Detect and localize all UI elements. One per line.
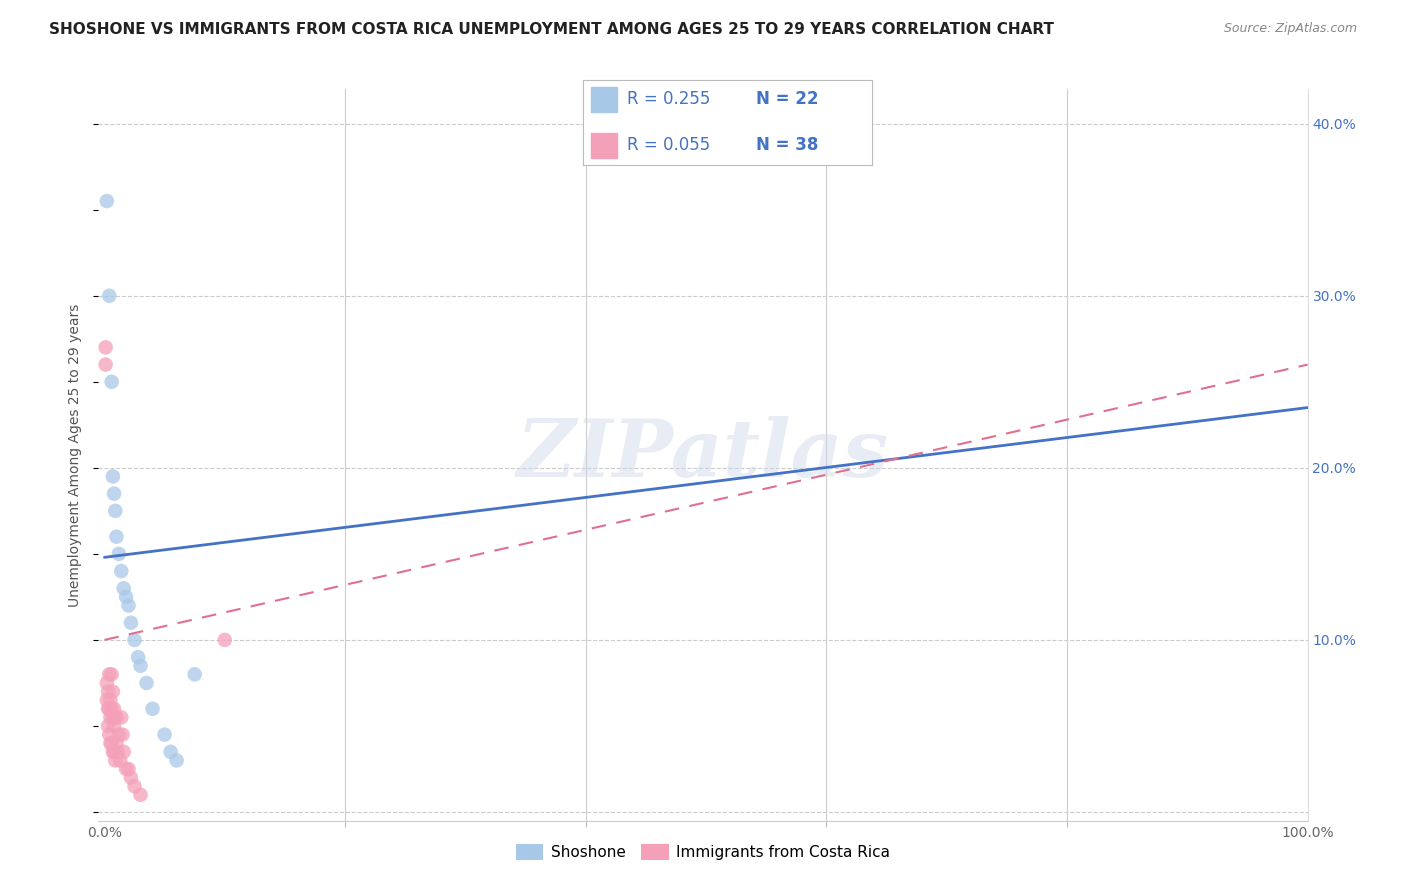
Point [115,590,138,604]
Point [110,564,132,578]
Point [100,375,122,389]
Legend: Shoshone, Immigrants from Costa Rica: Shoshone, Immigrants from Costa Rica [508,837,898,868]
Point [117,762,139,776]
Point [94,340,117,354]
Point [110,710,132,724]
Point [183,667,205,681]
Point [107,745,129,759]
Point [96,194,118,208]
Point [129,788,152,802]
Point [103,719,125,733]
Point [103,486,125,500]
Point [98,728,121,742]
Point [104,710,127,724]
Point [142,702,165,716]
Point [100,736,122,750]
Point [97,702,120,716]
Point [96,676,118,690]
Point [124,632,146,647]
Point [104,753,127,767]
Point [101,710,124,724]
Point [105,710,128,724]
Point [104,504,127,518]
Point [129,658,152,673]
Point [159,745,181,759]
Point [108,547,131,561]
Text: Source: ZipAtlas.com: Source: ZipAtlas.com [1223,22,1357,36]
Point [112,582,135,596]
Bar [591,133,617,158]
Point [100,693,122,707]
Text: R = 0.055: R = 0.055 [627,136,710,154]
Text: SHOSHONE VS IMMIGRANTS FROM COSTA RICA UNEMPLOYMENT AMONG AGES 25 TO 29 YEARS CO: SHOSHONE VS IMMIGRANTS FROM COSTA RICA U… [49,22,1054,37]
Point [105,736,128,750]
Point [115,762,138,776]
Point [124,779,146,793]
Y-axis label: Unemployment Among Ages 25 to 29 years: Unemployment Among Ages 25 to 29 years [69,303,83,607]
Point [97,719,120,733]
Point [98,667,121,681]
Point [120,771,142,785]
Point [135,676,157,690]
Point [103,702,125,716]
Point [101,469,124,483]
Point [100,667,122,681]
Point [108,753,131,767]
Point [100,736,122,750]
Point [117,599,139,613]
Point [120,615,142,630]
Point [100,710,122,724]
Point [112,745,135,759]
Point [101,684,124,698]
Point [105,530,128,544]
Point [127,650,149,665]
Point [111,728,134,742]
Point [96,693,118,707]
Point [166,753,188,767]
Text: ZIPatlas: ZIPatlas [517,417,889,493]
Point [94,358,117,372]
Point [98,289,121,303]
Text: N = 22: N = 22 [756,90,818,108]
Text: N = 38: N = 38 [756,136,818,154]
Point [153,728,176,742]
Point [97,684,120,698]
Point [98,702,121,716]
Point [103,745,125,759]
Point [214,632,236,647]
Point [108,728,131,742]
Point [100,702,122,716]
Bar [591,87,617,112]
Text: R = 0.255: R = 0.255 [627,90,710,108]
Point [101,745,124,759]
